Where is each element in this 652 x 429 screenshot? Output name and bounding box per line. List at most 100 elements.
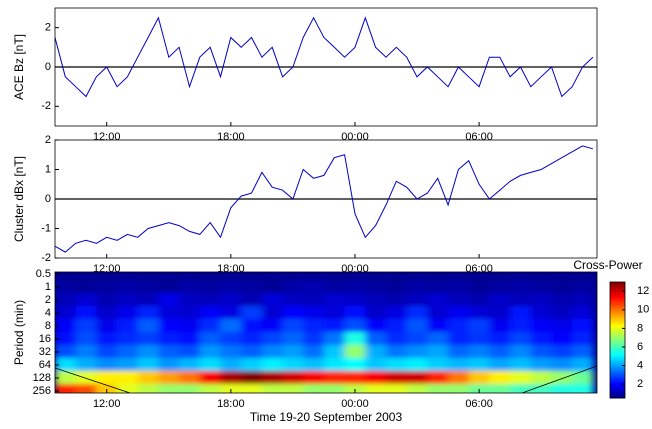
heatmap-cell <box>468 331 491 346</box>
heatmap-cell <box>179 383 201 393</box>
heatmap-cell <box>448 331 470 346</box>
heatmap-cell <box>344 305 366 320</box>
y-tick-label: 256 <box>33 385 51 397</box>
data-line <box>54 16 594 98</box>
heatmap-cell <box>137 344 160 359</box>
y-tick-label: 64 <box>39 359 51 371</box>
heatmap-cell <box>530 370 553 385</box>
heatmap-cell <box>468 383 491 393</box>
colorbar-step <box>610 366 625 369</box>
heatmap-cell <box>220 272 242 281</box>
heatmap-cell <box>448 292 470 307</box>
heatmap-cell <box>489 305 511 320</box>
heatmap-cell <box>55 292 77 307</box>
colorbar-step <box>610 394 625 397</box>
heatmap-cell <box>241 279 263 294</box>
colorbar-step <box>610 288 625 291</box>
heatmap-cell <box>551 331 573 346</box>
colorbar-tick-label: 12 <box>637 285 649 297</box>
heatmap-cell <box>55 279 77 294</box>
heatmap-cell <box>303 318 325 333</box>
heatmap-cell <box>510 357 532 372</box>
heatmap-cell <box>323 357 346 372</box>
heatmap-cell <box>158 357 180 372</box>
heatmap-cell <box>158 331 180 346</box>
heatmap-cell <box>572 305 594 320</box>
heatmap-cell <box>158 370 180 385</box>
heatmap-cell <box>572 370 594 385</box>
heatmap-cell <box>406 272 428 281</box>
heatmap-cell <box>199 357 222 372</box>
heatmap-cell <box>96 279 118 294</box>
heatmap-cell <box>489 331 511 346</box>
colorbar-step <box>610 344 625 347</box>
heatmap-cell <box>117 331 139 346</box>
colorbar-step <box>610 322 625 325</box>
heatmap-cell <box>344 272 366 281</box>
colorbar-step <box>610 294 625 297</box>
heatmap-cell <box>489 383 511 393</box>
heatmap-cell <box>303 292 325 307</box>
colorbar-step <box>610 352 625 355</box>
heatmap-cell <box>282 305 304 320</box>
heatmap-cell <box>55 370 77 385</box>
colorbar-step <box>610 380 625 383</box>
heatmap-cell <box>530 357 553 372</box>
colorbar-step <box>610 372 625 375</box>
heatmap-cell <box>385 279 408 294</box>
heatmap-cell <box>427 331 449 346</box>
heatmap-cell <box>303 370 325 385</box>
heatmap-cell <box>551 357 573 372</box>
heatmap-cell <box>199 279 222 294</box>
heatmap-cell <box>385 331 408 346</box>
heatmap-cell <box>220 331 242 346</box>
heatmap-cell <box>323 318 346 333</box>
y-tick-label: -1 <box>41 222 51 234</box>
y-tick-label: 1 <box>45 163 51 175</box>
heatmap-cell <box>406 383 428 393</box>
heatmap-cell <box>572 383 594 393</box>
heatmap-cell <box>96 370 118 385</box>
colorbar-step <box>610 340 625 343</box>
heatmap-cell <box>137 357 160 372</box>
colorbar-frame <box>609 281 626 399</box>
heatmap-cell <box>406 318 428 333</box>
heatmap-cell <box>96 292 118 307</box>
colorbar-step <box>610 298 625 301</box>
x-tick-label: 00:00 <box>341 398 369 410</box>
heatmap-cell <box>241 331 263 346</box>
heatmap-cell <box>303 383 325 393</box>
heatmap-cell <box>96 272 118 281</box>
axes-box <box>54 271 598 394</box>
heatmap-cell <box>365 305 387 320</box>
heatmap-cell <box>179 370 201 385</box>
heatmap-cell <box>199 272 222 281</box>
colorbar-step <box>610 378 625 381</box>
x-tick-label: 06:00 <box>465 398 493 410</box>
heatmap-cell <box>158 272 180 281</box>
heatmap-cell <box>510 370 532 385</box>
heatmap-cell <box>241 318 263 333</box>
heatmap-cell <box>427 279 449 294</box>
heatmap-cell <box>96 344 118 359</box>
heatmap-cell <box>179 279 201 294</box>
heatmap-cell <box>468 272 491 281</box>
colorbar-step <box>610 284 625 287</box>
colorbar-step <box>610 360 625 363</box>
colorbar-step <box>610 332 625 335</box>
heatmap-cell <box>137 318 160 333</box>
heatmap-cell <box>551 272 573 281</box>
heatmap-cell <box>261 331 284 346</box>
heatmap-cell <box>220 370 242 385</box>
heatmap-cell <box>137 305 160 320</box>
x-tick-label: 18:00 <box>217 131 245 143</box>
heatmap-cell <box>448 370 470 385</box>
heatmap-cell <box>75 344 97 359</box>
heatmap-cell <box>572 357 594 372</box>
colorbar-step <box>610 350 625 353</box>
heatmap-cell <box>385 357 408 372</box>
heatmap-cell <box>551 292 573 307</box>
colorbar-step <box>610 354 625 357</box>
heatmap-cell <box>323 331 346 346</box>
heatmap-cell <box>385 344 408 359</box>
